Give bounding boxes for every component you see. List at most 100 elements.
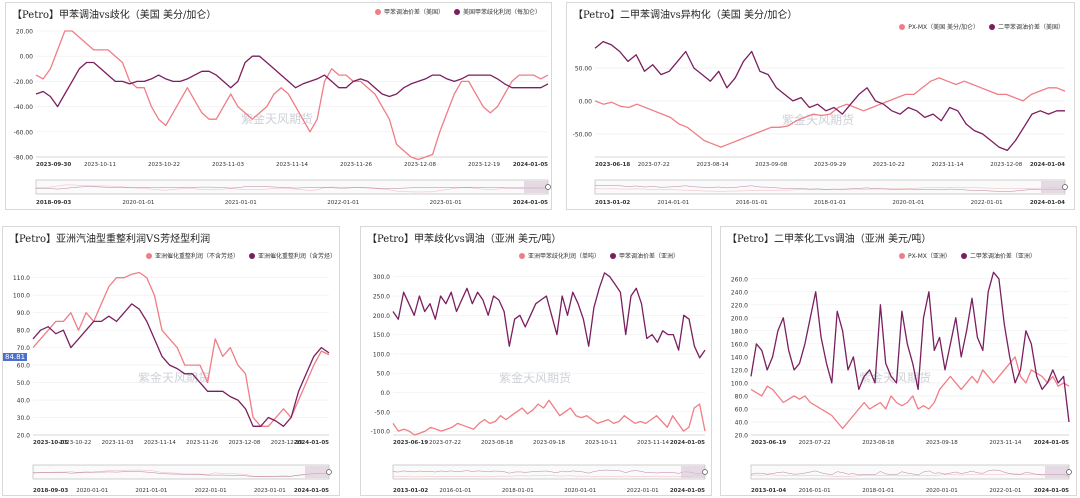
navigator-label: 2016-01-01 (439, 488, 471, 494)
x-tick-label: 2023-11-14 (276, 162, 308, 168)
watermark: 紫金天风期货 (782, 113, 855, 127)
y-tick-label: 20.0 (17, 433, 31, 440)
y-tick-label: 50.0 (17, 380, 31, 387)
navigator-label: 2021-01-01 (225, 200, 257, 206)
x-tick-label: 2024-01-05 (294, 440, 329, 446)
x-tick-label: 2023-10-22 (59, 440, 91, 446)
x-tick-label: 2023-09-29 (814, 162, 846, 168)
navigator-handle-icon (1062, 184, 1068, 190)
navigator-label: 2022-01-01 (989, 488, 1021, 494)
x-tick-label: 2023-11-14 (637, 440, 669, 446)
navigator-selection (1045, 466, 1069, 478)
legend-item[interactable]: 甲苯调油价差（美国） (375, 7, 444, 16)
navigator-label: 2020-01-01 (892, 200, 924, 206)
legend-item[interactable]: 美国甲苯歧化利润（每加仑） (453, 7, 541, 16)
x-tick-label: 2023-11-14 (932, 162, 964, 168)
x-tick-label: 2024-01-04 (1030, 162, 1065, 168)
y-tick-label: 40.0 (17, 398, 31, 405)
series-line (35, 55, 549, 108)
watermark: 紫金天风期货 (499, 371, 572, 385)
navigator-series (35, 186, 549, 190)
x-tick-label: 2023-07-22 (429, 440, 461, 446)
navigator-label: 2018-01-01 (502, 488, 534, 494)
y-tick-label: 60.0 (735, 406, 749, 413)
y-tick-label: 200.0 (731, 315, 748, 322)
legend-item[interactable]: 二甲苯调油价差（亚洲） (960, 251, 1036, 260)
y-tick-label: 20.0 (735, 433, 749, 440)
x-tick-label: 2023-08-18 (481, 440, 513, 446)
navigator-series (750, 469, 1070, 477)
y-tick-label: 50.00 (575, 65, 592, 72)
navigator-label: 2024-01-04 (1030, 200, 1065, 206)
legend-dot-icon (609, 252, 616, 259)
y-tick-label: -50.00 (573, 131, 593, 138)
series-line (392, 272, 706, 359)
x-tick-label: 2023-12-19 (271, 440, 303, 446)
y-tick-label: 90.0 (17, 310, 31, 317)
legend-dot-icon (248, 252, 255, 259)
legend-dot-icon (899, 23, 906, 30)
legend-dot-icon (988, 23, 995, 30)
chart-panel-xylene-us: 【Petro】二甲苯调油vs异构化（美国 美分/加仑） PX-MX（美国 美分/… (566, 2, 1075, 210)
x-tick-label: 2024-01-05 (513, 162, 548, 168)
legend-item[interactable]: 二甲苯调油价差（美国） (988, 22, 1064, 31)
legend-dot-icon (960, 252, 967, 259)
y-tick-label: 80.0 (17, 328, 31, 335)
legend-item[interactable]: 亚洲催化重整利润（含芳烃） (248, 251, 336, 260)
y-tick-label: 100.0 (13, 293, 30, 300)
chart-legend: 甲苯调油价差（美国） 美国甲苯歧化利润（每加仑） (367, 7, 541, 17)
chart-legend: 亚洲甲苯歧化利润（单吨） 甲苯调油价差（亚洲） (511, 251, 679, 261)
navigator-label: 2018-01-01 (862, 488, 894, 494)
x-tick-label: 2023-06-19 (751, 440, 786, 446)
series-line (35, 30, 549, 161)
watermark: 紫金天风期货 (241, 112, 314, 126)
x-tick-label: 2023-11-14 (144, 440, 176, 446)
x-tick-label: 2024-01-05 (670, 440, 705, 446)
series-line (750, 356, 1070, 430)
y-tick-label: 0.00 (20, 54, 34, 61)
y-tick-label: 110.0 (13, 275, 30, 282)
legend-item[interactable]: PX-MX（亚洲） (899, 251, 951, 260)
x-tick-label: 2023-06-19 (393, 440, 428, 446)
crosshair-value-flag: 84.81 (3, 353, 28, 361)
chart-legend: PX-MX（美国 美分/加仑） 二甲苯调油价差（美国） (891, 22, 1064, 32)
chart-panel-toluene-us: 【Petro】甲苯调油vs歧化（美国 美分/加仑） 甲苯调油价差（美国） 美国甲… (5, 2, 552, 210)
navigator-label: 2022-01-01 (971, 200, 1003, 206)
x-tick-label: 2023-09-08 (755, 162, 787, 168)
chart-title: 【Petro】二甲苯调油vs异构化（美国 美分/加仑） (573, 10, 798, 21)
y-tick-label: 20.00 (16, 29, 33, 36)
navigator-label: 2018-09-03 (36, 200, 71, 206)
navigator-frame (35, 179, 549, 195)
navigator-series (594, 185, 1065, 192)
legend-item[interactable]: PX-MX（美国 美分/加仑） (899, 22, 979, 31)
legend-dot-icon (453, 8, 460, 15)
y-tick-label: 160.0 (731, 341, 748, 348)
y-tick-label: 220.0 (731, 302, 748, 309)
legend-item[interactable]: 亚洲甲苯歧化利润（单吨） (519, 251, 600, 260)
chart-title: 【Petro】二甲苯化工vs调油（亚洲 美元/吨） (727, 234, 932, 245)
y-tick-label: 100.0 (731, 380, 748, 387)
y-tick-label: 260.0 (731, 276, 748, 283)
x-tick-label: 2023-10-05 (33, 440, 68, 446)
navigator-selection (681, 466, 705, 478)
series-line (32, 271, 330, 427)
x-tick-label: 2023-12-08 (990, 162, 1022, 168)
x-tick-label: 2023-11-26 (340, 162, 372, 168)
legend-item[interactable]: 亚洲催化重整利润（不含芳烃） (146, 251, 239, 260)
navigator-series (32, 469, 330, 477)
navigator-series (392, 469, 706, 474)
series-line (594, 40, 1065, 152)
x-tick-label: 2023-10-11 (84, 162, 116, 168)
legend-item[interactable]: 甲苯调油价差（亚洲） (609, 251, 679, 260)
x-tick-label: 2023-10-22 (873, 162, 905, 168)
chart-panel-reforming-asia: 【Petro】亚洲汽油型重整利润VS芳烃型利润 亚洲催化重整利润（不含芳烃） 亚… (2, 226, 340, 496)
navigator-handle-icon (326, 469, 332, 475)
legend-dot-icon (375, 8, 382, 15)
y-tick-label: -80.00 (14, 155, 34, 162)
y-tick-label: 180.0 (731, 328, 748, 335)
navigator-label: 2024-01-05 (294, 488, 329, 494)
navigator-label: 2020-01-01 (926, 488, 958, 494)
x-tick-label: 2023-07-22 (799, 440, 831, 446)
navigator-label: 2020-01-01 (122, 200, 154, 206)
navigator-label: 2024-01-05 (670, 488, 705, 494)
